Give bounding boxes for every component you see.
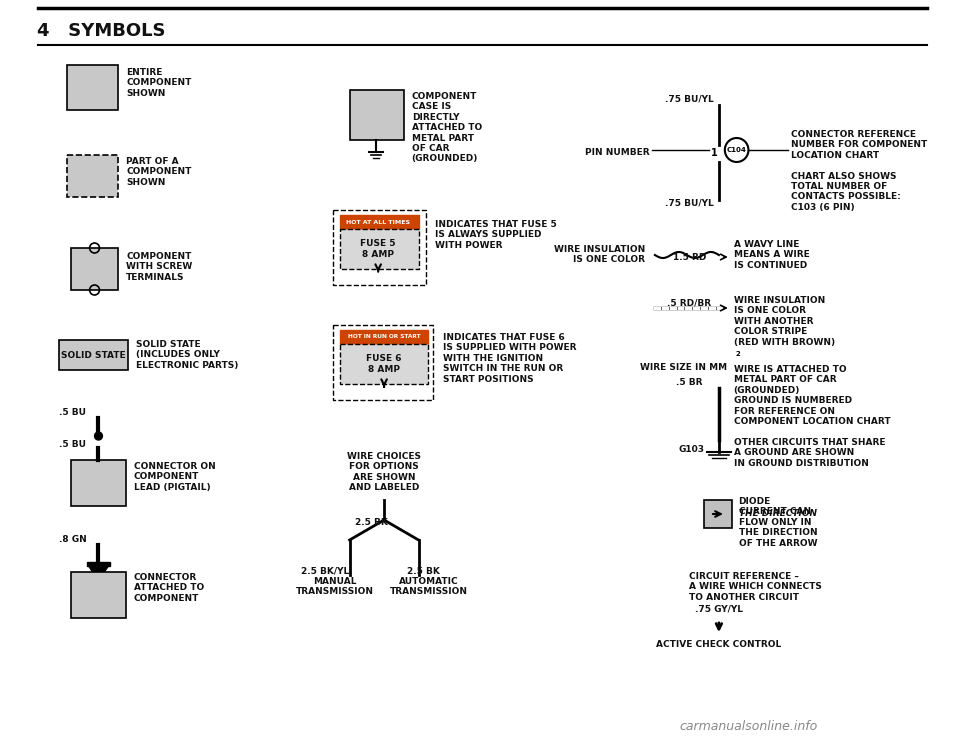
Text: .5 BU: .5 BU (60, 408, 86, 417)
Text: carmanualsonline.info: carmanualsonline.info (680, 720, 818, 733)
Polygon shape (86, 562, 110, 566)
Bar (71, 572, 126, 618)
Text: SOLID STATE: SOLID STATE (61, 351, 126, 360)
Text: WIRE CHOICES
FOR OPTIONS
ARE SHOWN
AND LABELED: WIRE CHOICES FOR OPTIONS ARE SHOWN AND L… (348, 452, 421, 492)
Bar (71, 248, 118, 290)
Circle shape (94, 432, 103, 440)
Text: .5 BU: .5 BU (60, 440, 86, 449)
Text: SOLID STATE
(INCLUDES ONLY
ELECTRONIC PARTS): SOLID STATE (INCLUDES ONLY ELECTRONIC PA… (136, 340, 238, 370)
Bar (60, 340, 128, 370)
Text: .75 BU/YL: .75 BU/YL (665, 198, 713, 207)
Text: WIRE SIZE IN MM: WIRE SIZE IN MM (640, 363, 728, 372)
Text: .5 BR: .5 BR (676, 378, 703, 387)
Text: HOT AT ALL TIMES: HOT AT ALL TIMES (347, 219, 410, 225)
Text: CONNECTOR
ATTACHED TO
COMPONENT: CONNECTOR ATTACHED TO COMPONENT (134, 573, 204, 603)
Text: 1.5 RD: 1.5 RD (673, 253, 706, 262)
Bar (340, 330, 428, 344)
Text: WIRE IS ATTACHED TO
METAL PART OF CAR
(GROUNDED)
GROUND IS NUMBERED
FOR REFERENC: WIRE IS ATTACHED TO METAL PART OF CAR (G… (733, 365, 890, 468)
Bar (340, 215, 419, 229)
Text: ACTIVE CHECK CONTROL: ACTIVE CHECK CONTROL (657, 640, 781, 649)
Text: .5 RD/BR: .5 RD/BR (667, 298, 711, 307)
Text: .8 GN: .8 GN (60, 535, 86, 544)
Text: .75 BU/YL: .75 BU/YL (665, 95, 713, 104)
Bar (704, 500, 732, 528)
Text: CONNECTOR REFERENCE
NUMBER FOR COMPONENT
LOCATION CHART

CHART ALSO SHOWS
TOTAL : CONNECTOR REFERENCE NUMBER FOR COMPONENT… (791, 130, 927, 212)
Bar (340, 229, 419, 269)
Text: AUTOMATIC
TRANSMISSION: AUTOMATIC TRANSMISSION (390, 577, 468, 596)
Text: CIRCUIT REFERENCE –
A WIRE WHICH CONNECTS
TO ANOTHER CIRCUIT: CIRCUIT REFERENCE – A WIRE WHICH CONNECT… (689, 572, 823, 602)
Bar (333, 325, 433, 400)
Text: COMPONENT
CASE IS
DIRECTLY
ATTACHED TO
METAL PART
OF CAR
(GROUNDED): COMPONENT CASE IS DIRECTLY ATTACHED TO M… (412, 92, 482, 163)
Text: 2.5 BK/YL: 2.5 BK/YL (300, 567, 349, 576)
Bar (67, 155, 118, 197)
Text: 1: 1 (711, 148, 718, 158)
Polygon shape (88, 566, 108, 572)
Text: COMPONENT
WITH SCREW
TERMINALS: COMPONENT WITH SCREW TERMINALS (126, 252, 192, 282)
Text: PART OF A
COMPONENT
SHOWN: PART OF A COMPONENT SHOWN (126, 157, 191, 186)
Text: 4   SYMBOLS: 4 SYMBOLS (37, 22, 166, 40)
Text: INDICATES THAT FUSE 6
IS SUPPLIED WITH POWER
WITH THE IGNITION
SWITCH IN THE RUN: INDICATES THAT FUSE 6 IS SUPPLIED WITH P… (444, 333, 577, 383)
Bar (349, 90, 404, 140)
Text: WIRE INSULATION
IS ONE COLOR
WITH ANOTHER
COLOR STRIPE
(RED WITH BROWN): WIRE INSULATION IS ONE COLOR WITH ANOTHE… (733, 296, 835, 347)
Text: A WAVY LINE
MEANS A WIRE
IS CONTINUED: A WAVY LINE MEANS A WIRE IS CONTINUED (733, 240, 809, 270)
Bar (333, 210, 426, 285)
Text: ENTIRE
COMPONENT
SHOWN: ENTIRE COMPONENT SHOWN (126, 68, 191, 98)
Text: G103: G103 (678, 445, 704, 454)
Text: WIRE INSULATION
IS ONE COLOR: WIRE INSULATION IS ONE COLOR (554, 245, 645, 264)
Text: PIN NUMBER: PIN NUMBER (586, 148, 650, 157)
Bar (67, 65, 118, 110)
Text: FUSE 6
8 AMP: FUSE 6 8 AMP (367, 354, 402, 374)
Text: MANUAL
TRANSMISSION: MANUAL TRANSMISSION (296, 577, 373, 596)
Text: .75 GY/YL: .75 GY/YL (695, 605, 743, 614)
Bar (71, 460, 126, 506)
Text: 2.5 BK: 2.5 BK (407, 567, 440, 576)
Text: 2.5 BK: 2.5 BK (354, 518, 388, 527)
Text: C104: C104 (727, 147, 747, 153)
Text: CONNECTOR ON
COMPONENT
LEAD (PIGTAIL): CONNECTOR ON COMPONENT LEAD (PIGTAIL) (134, 462, 216, 492)
Text: DIODE
CURRENT CAN
FLOW ONLY IN
THE DIRECTION
OF THE ARROW: DIODE CURRENT CAN FLOW ONLY IN THE DIREC… (738, 497, 817, 548)
Text: THE DIRECTION: THE DIRECTION (738, 509, 817, 518)
Bar (340, 344, 428, 384)
Text: 2: 2 (735, 351, 740, 357)
Text: HOT IN RUN OR START: HOT IN RUN OR START (348, 334, 420, 339)
Text: INDICATES THAT FUSE 5
IS ALWAYS SUPPLIED
WITH POWER: INDICATES THAT FUSE 5 IS ALWAYS SUPPLIED… (435, 220, 557, 250)
Text: FUSE 5
8 AMP: FUSE 5 8 AMP (360, 239, 396, 259)
